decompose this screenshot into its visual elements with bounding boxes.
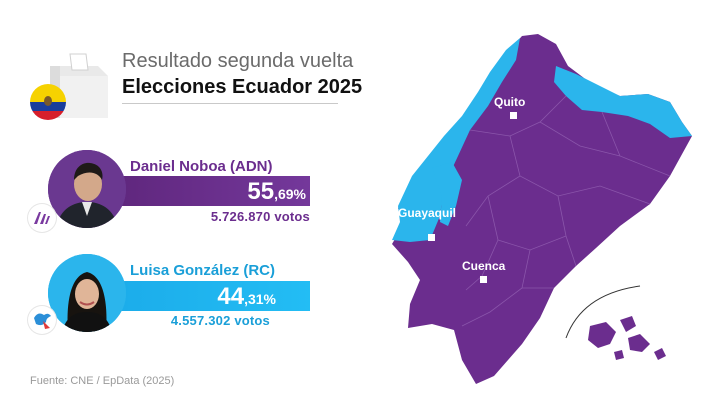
gonzalez-votes: 4.557.302 votos — [170, 313, 270, 328]
noboa-name: Daniel Noboa (ADN) — [130, 158, 273, 175]
adn-party-logo-icon — [28, 204, 56, 232]
map-gonzalez-northwest — [392, 38, 520, 242]
rc-party-logo-icon — [28, 306, 56, 334]
city-label-guayaquil: Guayaquil — [398, 206, 456, 220]
noboa-pct-dec: ,69% — [274, 186, 306, 202]
ecuador-results-map: Quito Guayaquil Cuenca — [370, 26, 706, 386]
city-label-quito: Quito — [494, 95, 525, 109]
noboa-percentage: 55,69% — [156, 178, 306, 206]
city-label-cuenca: Cuenca — [462, 259, 506, 273]
gonzalez-name: Luisa González (RC) — [130, 262, 276, 279]
noboa-votes: 5.726.870 votos — [210, 209, 310, 224]
map-province-borders — [461, 95, 671, 327]
noboa-pct-int: 55 — [247, 178, 275, 205]
ballot-box-flag-icon — [28, 52, 112, 126]
noboa-avatar — [48, 150, 126, 228]
source-note: Fuente: CNE / EpData (2025) — [30, 375, 175, 387]
gonzalez-percentage: 44,31% — [126, 283, 276, 311]
gonzalez-pct-int: 44 — [217, 283, 245, 310]
map-galapagos-islands — [588, 316, 666, 360]
map-city-cuenca: Cuenca — [462, 259, 506, 283]
map-city-quito: Quito — [494, 95, 525, 119]
gonzalez-avatar — [48, 254, 126, 332]
title-line-1: Resultado segunda vuelta — [122, 50, 354, 72]
galapagos-callout-line — [565, 285, 641, 339]
map-city-guayaquil: Guayaquil — [398, 206, 456, 241]
map-gonzalez-coast-strip — [432, 162, 462, 226]
gonzalez-pct-dec: ,31% — [244, 291, 276, 307]
title-line-2: Elecciones Ecuador 2025 — [122, 76, 363, 98]
title-divider — [122, 103, 338, 104]
map-gonzalez-northeast — [554, 66, 692, 138]
